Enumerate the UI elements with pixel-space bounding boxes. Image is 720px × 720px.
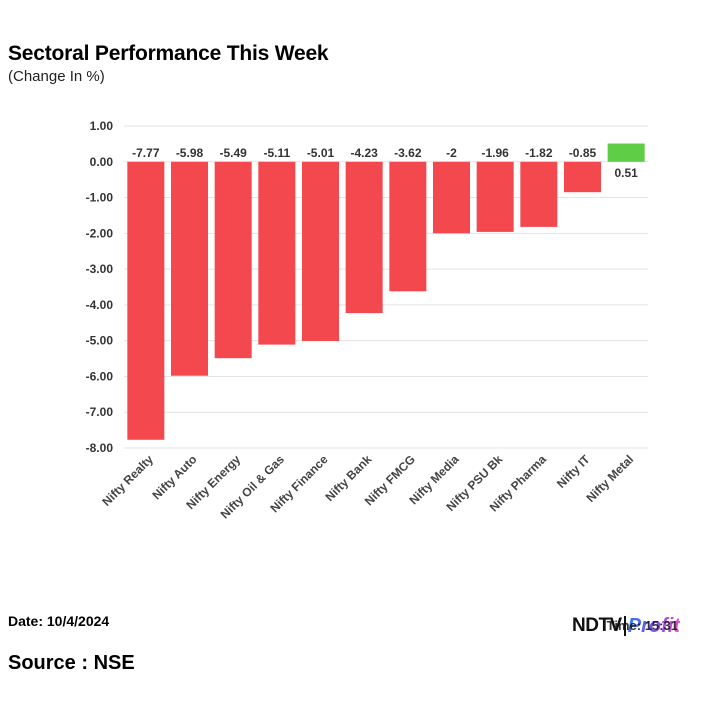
data-label: -7.77 (132, 146, 160, 160)
logo-ndtv-text: NDTV (572, 615, 622, 636)
footer-source: Source : NSE (8, 652, 135, 674)
bar-nifty-realty (127, 161, 165, 440)
ndtv-profit-logo: NDTV Profit Time: 15:31 (572, 612, 680, 640)
bar-chart: 1.00 0.00 -1.00 -2.00 -3.00 -4.00 -5.00 -6.00 -7… (86, 119, 648, 522)
y-tick-label: -1.00 (86, 191, 114, 205)
data-label: -2 (446, 146, 457, 160)
y-axis-ticks: 1.00 0.00 -1.00 -2.00 -3.00 -4.00 -5.00 -6.00 -7… (86, 119, 114, 455)
y-tick-label: -6.00 (86, 369, 114, 383)
bar-nifty-fmcg (389, 161, 427, 292)
data-label: -5.49 (219, 146, 247, 160)
data-label: -4.23 (350, 146, 378, 160)
y-tick-label: -5.00 (86, 334, 114, 348)
logo-time-overlay: Time: 15:31 (606, 618, 678, 633)
y-tick-label: -4.00 (86, 298, 114, 312)
chart-title: Sectoral Performance This Week (8, 42, 329, 65)
y-tick-label: 1.00 (90, 119, 114, 133)
bar-nifty-media (433, 161, 470, 234)
grid-lines (124, 125, 648, 449)
data-label: -1.96 (481, 146, 509, 160)
data-label: -3.62 (394, 146, 422, 160)
bar-nifty-psu-bk (476, 161, 514, 232)
y-tick-label: -8.00 (86, 441, 114, 455)
y-tick-label: -3.00 (86, 262, 114, 276)
bar-nifty-oil-gas (258, 161, 296, 345)
bar-nifty-metal (607, 143, 645, 162)
bar-nifty-auto (171, 161, 208, 376)
bar-nifty-it (564, 161, 601, 193)
logo-profit-text: Profit (627, 614, 680, 637)
footer-date: Date: 10/4/2024 (8, 613, 110, 629)
data-label: -0.85 (569, 146, 597, 160)
data-label: -5.11 (263, 146, 290, 160)
chart-subtitle: (Change In %) (8, 68, 105, 85)
y-tick-label: -7.00 (86, 405, 114, 419)
bar-nifty-finance (302, 161, 339, 342)
data-label: -5.98 (176, 146, 204, 160)
bar-nifty-energy (214, 161, 252, 359)
x-tick-label: Nifty Realty (99, 452, 156, 509)
x-tick-label: Nifty Metal (583, 452, 636, 505)
bar-nifty-pharma (520, 161, 558, 227)
logo-separator (623, 616, 626, 636)
y-tick-label: -2.00 (86, 226, 114, 240)
data-label: 0.51 (614, 166, 638, 180)
x-tick-label: Nifty IT (554, 452, 593, 491)
bar-nifty-bank (345, 161, 383, 314)
data-label: -1.82 (525, 146, 553, 160)
bars (127, 143, 645, 440)
data-label: -5.01 (307, 146, 335, 160)
y-tick-label: 0.00 (90, 155, 114, 169)
data-labels: -7.77 -5.98 -5.49 -5.11 -5.01 -4.23 -3.62 -2 -1.… (132, 146, 638, 180)
